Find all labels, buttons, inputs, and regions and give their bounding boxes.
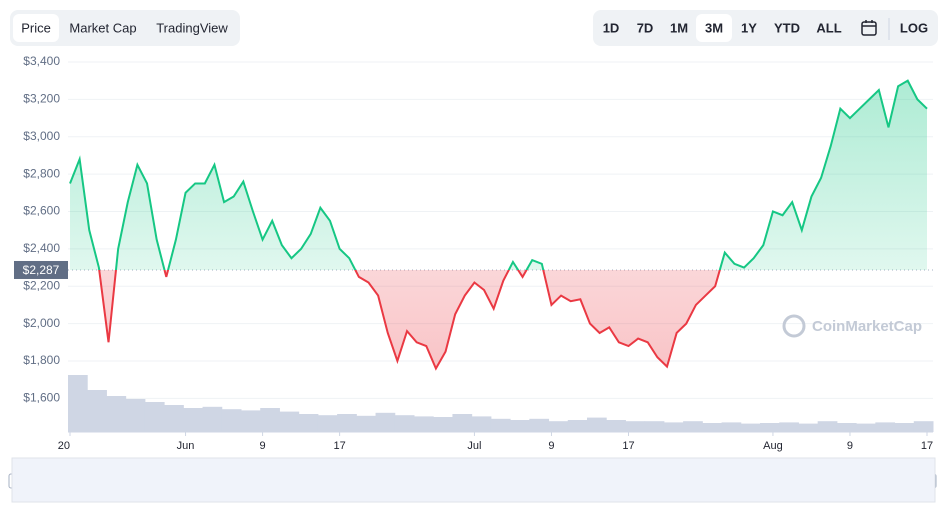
tab-selected [13,14,59,42]
range-button[interactable]: ALL [816,20,841,35]
volume-bar [471,416,492,432]
tab[interactable]: Market Cap [69,20,136,35]
volume-bar [510,420,530,432]
volume-bar [356,415,377,432]
volume-bar [529,418,550,432]
area-up [70,80,927,270]
range-button[interactable]: 1D [603,20,620,35]
x-tick-label: 17 [333,440,345,452]
volume-bar [702,423,723,432]
volume-bar [683,421,703,432]
y-tick-label: $3,400 [23,54,60,68]
y-tick-label: $2,600 [23,204,60,218]
volume-bar [663,422,684,432]
x-tick-label: 9 [548,440,554,452]
volume-bar [798,423,819,432]
volume-bar [913,421,934,432]
volume-bar [740,423,761,432]
range-selected [696,14,732,42]
range-button[interactable]: 1M [670,20,688,35]
volume-bar [394,415,415,432]
volume-bar [587,417,607,432]
y-tick-label: $3,200 [23,92,60,106]
volume-bar [452,414,473,432]
volume-bar [260,408,280,432]
watermark: CoinMarketCap [782,314,922,338]
x-tick-label: Jun [177,440,195,452]
range-button[interactable]: 7D [637,20,654,35]
range-button[interactable]: YTD [774,20,800,35]
volume-bar [375,412,396,432]
y-tick-label: $1,800 [23,353,60,367]
volume-bar [87,390,107,432]
range-button[interactable]: 3M [705,20,723,35]
volume-bar [241,410,261,432]
x-tick-label: Jul [467,440,481,452]
x-tick-label: Aug [763,440,783,452]
volume-bar [106,396,127,432]
range-button[interactable]: 1Y [741,20,757,35]
x-tick-label: 17 [921,440,933,452]
volume-bar [606,420,626,432]
volume-bar [548,421,569,432]
calendar-icon[interactable] [861,20,877,36]
tab-group [10,10,240,46]
x-tick-label: 20 [58,440,70,452]
range-group [593,10,938,46]
volume-bar [68,375,88,432]
volume-bar [279,411,300,432]
volume-bar [567,420,588,432]
watermark-text: CoinMarketCap [812,318,922,335]
x-tick-label: 9 [260,440,266,452]
baseline-label: $2,287 [23,263,60,277]
price-line-down [98,269,721,371]
volume-bar [183,408,204,432]
x-tick-label: 17 [622,440,634,452]
volume-bar [836,423,857,432]
volume-bar [779,422,799,432]
volume-bar [433,417,453,432]
volume-bar [298,414,319,432]
volume-bar [490,418,511,432]
volume-bar [125,399,146,432]
volume-bar [202,406,223,432]
x-tick-label: 9 [847,440,853,452]
tab[interactable]: Price [21,20,51,35]
volume-bar [760,423,780,432]
volume-bar [144,402,165,432]
y-tick-label: $2,800 [23,166,60,180]
price-line-up [69,79,928,270]
volume-bar [817,421,838,432]
volume-bar [856,423,876,432]
tab[interactable]: TradingView [156,20,228,35]
volume-bar [414,416,434,432]
y-tick-label: $2,400 [23,241,60,255]
volume-bar [875,422,896,432]
volume-bar [625,421,646,432]
volume-bar [721,422,742,432]
y-tick-label: $2,200 [23,278,60,292]
area-down [70,269,927,369]
volume-bar [221,409,242,432]
volume-bar [644,421,665,432]
volume-bar [164,405,184,432]
volume-bar [337,414,357,432]
volume-bar [317,415,338,432]
y-tick-label: $2,000 [23,316,60,330]
baseline-label-bg [14,260,68,279]
volume-bar [894,423,915,432]
navigator[interactable] [11,457,936,503]
y-tick-label: $1,600 [23,391,60,405]
range-button[interactable]: LOG [900,20,928,35]
y-tick-label: $3,000 [23,129,60,143]
